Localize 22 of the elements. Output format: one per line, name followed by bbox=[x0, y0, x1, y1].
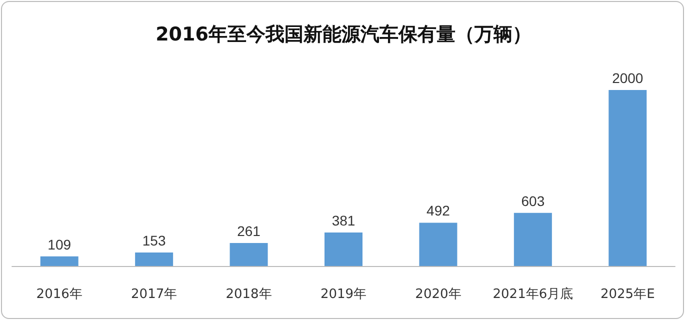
bar bbox=[419, 222, 458, 266]
bar bbox=[514, 212, 552, 266]
x-tick-label: 2021年6月底 bbox=[492, 287, 574, 302]
x-tick-label: 2019年 bbox=[320, 287, 367, 302]
data-label: 261 bbox=[237, 223, 261, 240]
x-tick-label: 2018年 bbox=[226, 287, 272, 302]
data-label: 603 bbox=[521, 192, 545, 209]
bar bbox=[230, 243, 268, 266]
x-tick-label: 2017年 bbox=[131, 287, 178, 302]
data-label: 381 bbox=[332, 212, 356, 228]
bar bbox=[40, 256, 78, 266]
chart-title: 2016年至今我国新能源汽车保有量（万辆） bbox=[156, 24, 532, 46]
data-label: 153 bbox=[142, 232, 166, 249]
bar bbox=[324, 232, 362, 266]
data-label: 2000 bbox=[612, 70, 644, 86]
bar bbox=[608, 90, 647, 266]
x-tick-label: 2025年E bbox=[600, 287, 655, 302]
bar bbox=[135, 252, 174, 266]
x-tick-label: 2020年 bbox=[415, 287, 462, 302]
x-tick-label: 2016年 bbox=[36, 287, 82, 302]
data-label: 109 bbox=[48, 236, 72, 252]
data-label: 492 bbox=[426, 202, 450, 219]
